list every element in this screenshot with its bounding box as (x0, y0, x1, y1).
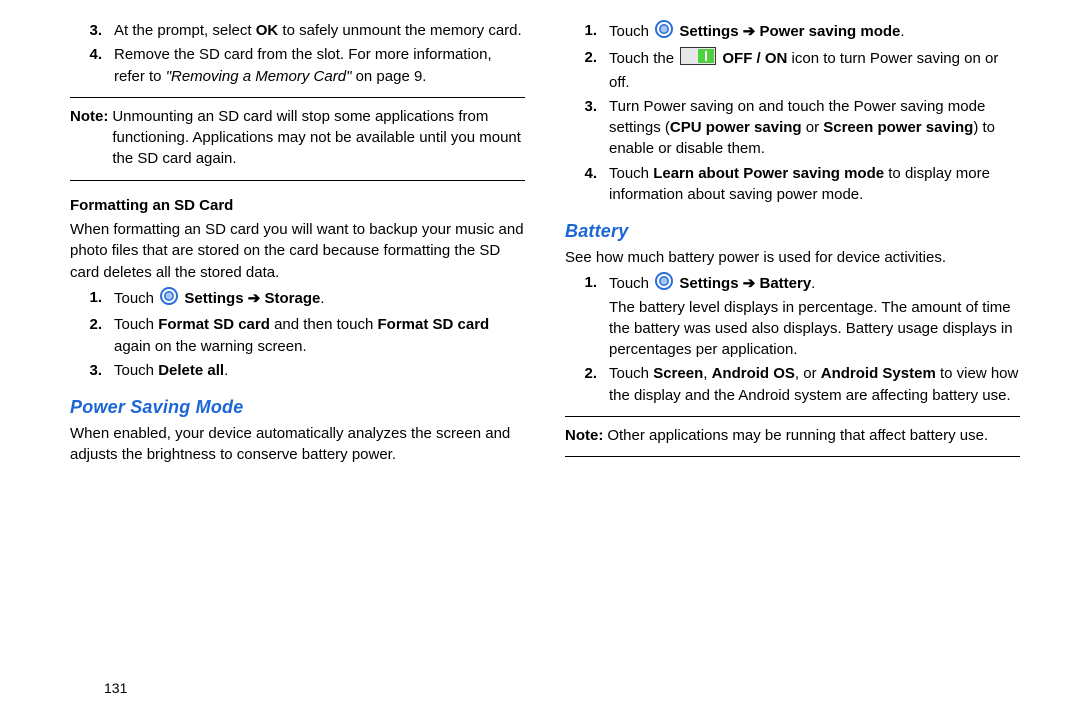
step-number: 3. (70, 360, 114, 381)
step-text: Touch Screen, Android OS, or Android Sys… (609, 363, 1020, 406)
divider (565, 416, 1020, 417)
note-unmount: Note: Unmounting an SD card will stop so… (70, 106, 525, 170)
note-text: Unmounting an SD card will stop some app… (112, 106, 525, 170)
step-number: 1. (565, 20, 609, 44)
list-item: 3.At the prompt, select OK to safely unm… (70, 20, 525, 41)
format-intro: When formatting an SD card you will want… (70, 219, 525, 283)
step-text: Touch Settings ➔ Battery.The battery lev… (609, 272, 1020, 360)
step-text: Touch Learn about Power saving mode to d… (609, 163, 1020, 206)
list-item: 2.Touch Screen, Android OS, or Android S… (565, 363, 1020, 406)
arrow-icon: ➔ (743, 275, 756, 292)
manual-page: 3.At the prompt, select OK to safely unm… (0, 0, 1080, 720)
step-number: 3. (70, 20, 114, 41)
divider (70, 97, 525, 98)
power-saving-heading: Power Saving Mode (70, 395, 525, 421)
step-text: Touch the OFF / ON icon to turn Power sa… (609, 47, 1020, 93)
step-number: 2. (565, 363, 609, 406)
battery-steps: 1.Touch Settings ➔ Battery.The battery l… (565, 272, 1020, 406)
note-text: Other applications may be running that a… (607, 425, 1020, 446)
step-number: 2. (565, 47, 609, 93)
list-item: 3.Touch Delete all. (70, 360, 525, 381)
note-label: Note: (565, 425, 607, 446)
settings-icon (655, 272, 673, 296)
divider (70, 180, 525, 181)
divider (565, 456, 1020, 457)
step-text: Touch Delete all. (114, 360, 525, 381)
note-battery: Note: Other applications may be running … (565, 425, 1020, 446)
step-text: Touch Settings ➔ Power saving mode. (609, 20, 1020, 44)
unmount-steps: 3.At the prompt, select OK to safely unm… (70, 20, 525, 87)
list-item: 4.Remove the SD card from the slot. For … (70, 44, 525, 87)
battery-heading: Battery (565, 219, 1020, 245)
format-heading: Formatting an SD Card (70, 195, 525, 216)
list-item: 1.Touch Settings ➔ Storage. (70, 287, 525, 311)
step-text: At the prompt, select OK to safely unmou… (114, 20, 525, 41)
step-text: Touch Settings ➔ Storage. (114, 287, 525, 311)
toggle-on-icon (680, 47, 716, 71)
step-text: Remove the SD card from the slot. For mo… (114, 44, 525, 87)
arrow-icon: ➔ (248, 290, 261, 307)
list-item: 2.Touch Format SD card and then touch Fo… (70, 314, 525, 357)
list-item: 1.Touch Settings ➔ Battery.The battery l… (565, 272, 1020, 360)
settings-icon (160, 287, 178, 311)
step-text: Turn Power saving on and touch the Power… (609, 96, 1020, 160)
step-text: Touch Format SD card and then touch Form… (114, 314, 525, 357)
step-number: 2. (70, 314, 114, 357)
battery-intro: See how much battery power is used for d… (565, 247, 1020, 268)
step-number: 1. (70, 287, 114, 311)
step-number: 4. (565, 163, 609, 206)
list-item: 1.Touch Settings ➔ Power saving mode. (565, 20, 1020, 44)
list-item: 4.Touch Learn about Power saving mode to… (565, 163, 1020, 206)
step-number: 3. (565, 96, 609, 160)
arrow-icon: ➔ (743, 23, 756, 40)
format-steps: 1.Touch Settings ➔ Storage.2.Touch Forma… (70, 287, 525, 381)
settings-icon (655, 20, 673, 44)
note-label: Note: (70, 106, 112, 170)
step-number: 4. (70, 44, 114, 87)
step-number: 1. (565, 272, 609, 360)
power-steps: 1.Touch Settings ➔ Power saving mode.2.T… (565, 20, 1020, 205)
list-item: 3.Turn Power saving on and touch the Pow… (565, 96, 1020, 160)
right-column: 1.Touch Settings ➔ Power saving mode.2.T… (565, 20, 1020, 700)
page-number: 131 (104, 680, 127, 696)
power-intro: When enabled, your device automatically … (70, 423, 525, 466)
list-item: 2.Touch the OFF / ON icon to turn Power … (565, 47, 1020, 93)
left-column: 3.At the prompt, select OK to safely unm… (70, 20, 525, 700)
